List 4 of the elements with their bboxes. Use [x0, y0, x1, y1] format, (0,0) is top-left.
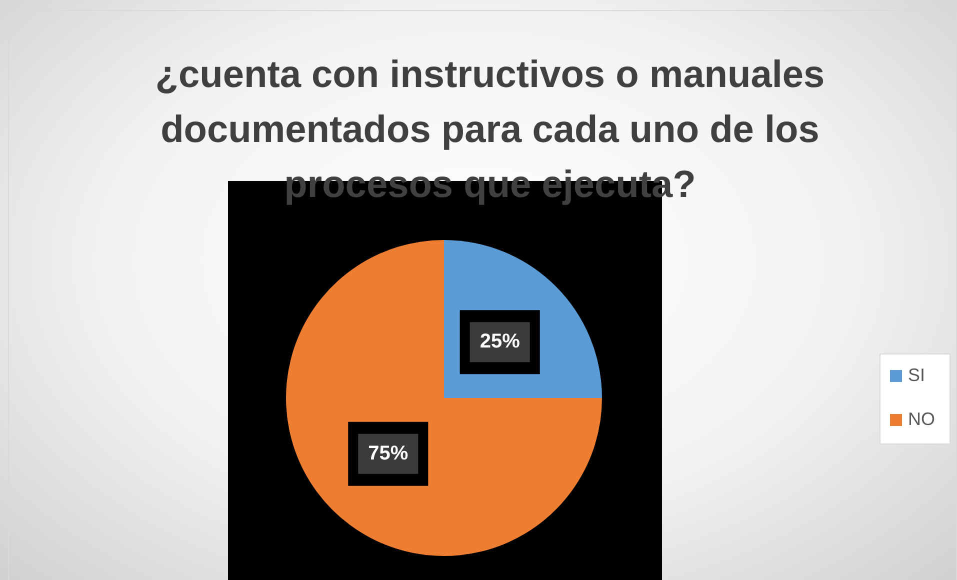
- legend-label: NO: [908, 408, 935, 429]
- data-label: 25%: [480, 330, 520, 353]
- legend-label: SI: [908, 364, 926, 385]
- data-label: 75%: [368, 442, 408, 464]
